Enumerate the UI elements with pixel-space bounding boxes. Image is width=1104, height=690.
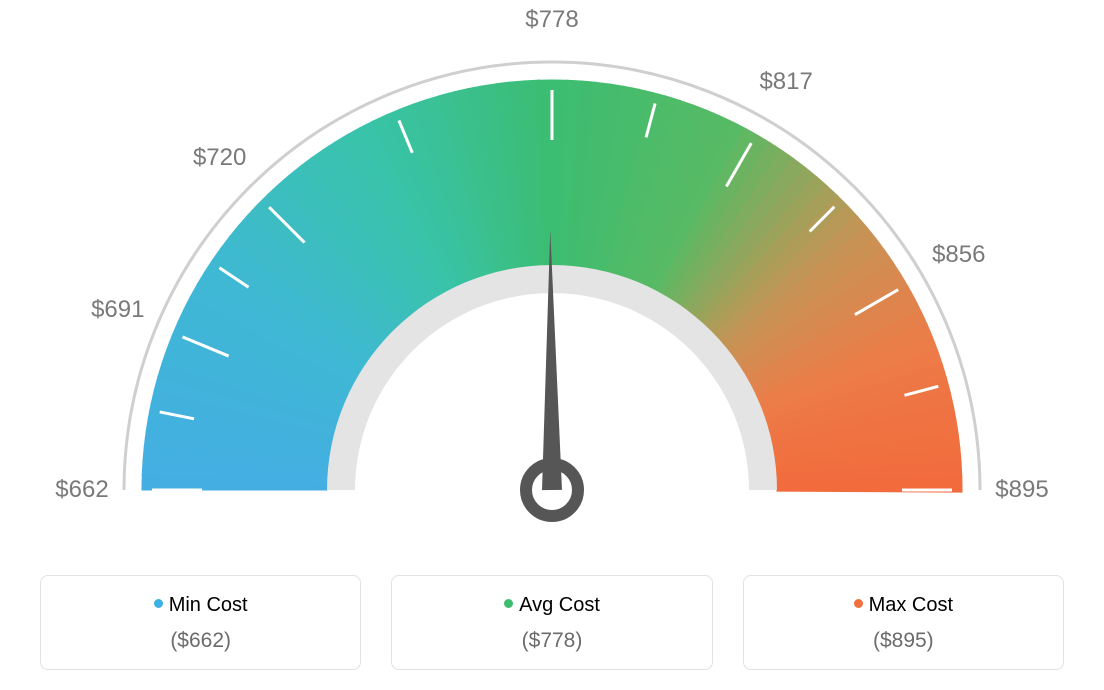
- dot-icon: [154, 599, 163, 608]
- legend-title-max: Max Cost: [754, 594, 1053, 617]
- gauge-tick-label: $895: [995, 476, 1048, 504]
- legend-value-min: ($662): [51, 629, 350, 653]
- legend-label: Min Cost: [169, 594, 248, 616]
- legend-row: Min Cost ($662) Avg Cost ($778) Max Cost…: [40, 575, 1064, 670]
- legend-value-max: ($895): [754, 629, 1053, 653]
- legend-value-avg: ($778): [402, 629, 701, 653]
- legend-card-avg: Avg Cost ($778): [391, 575, 712, 670]
- gauge-tick-label: $856: [932, 241, 985, 269]
- cost-gauge-chart: $662 $691 $720 $778 $817 $856 $895 Min Cost ($…: [0, 0, 1104, 690]
- dot-icon: [504, 599, 513, 608]
- legend-label: Max Cost: [869, 594, 953, 616]
- legend-card-min: Min Cost ($662): [40, 575, 361, 670]
- dot-icon: [854, 599, 863, 608]
- legend-label: Avg Cost: [519, 594, 600, 616]
- gauge-area: $662 $691 $720 $778 $817 $856 $895: [0, 0, 1104, 560]
- gauge-svg: [0, 0, 1104, 560]
- legend-title-min: Min Cost: [51, 594, 350, 617]
- gauge-tick-label: $662: [55, 476, 108, 504]
- legend-card-max: Max Cost ($895): [743, 575, 1064, 670]
- gauge-tick-label: $778: [525, 6, 578, 34]
- gauge-tick-label: $817: [759, 68, 812, 96]
- legend-title-avg: Avg Cost: [402, 594, 701, 617]
- gauge-tick-label: $720: [193, 144, 246, 172]
- gauge-tick-label: $691: [91, 296, 144, 324]
